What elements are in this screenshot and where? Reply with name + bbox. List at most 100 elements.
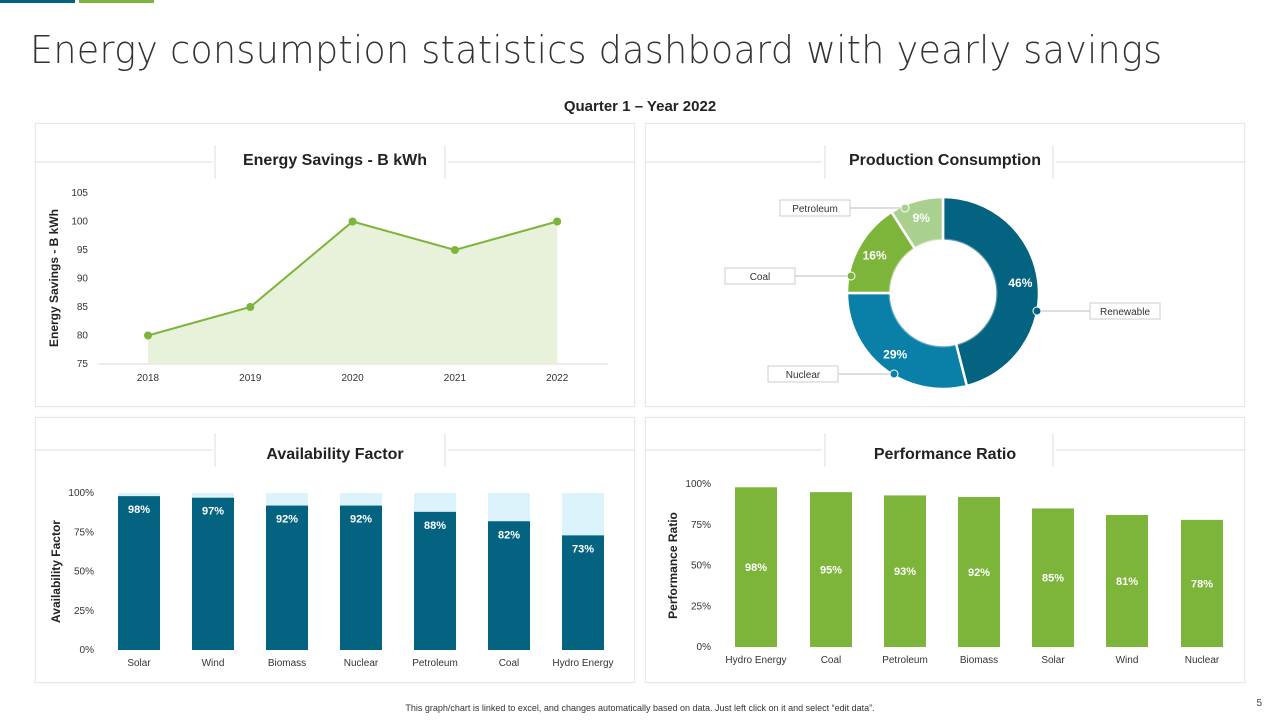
leader-dot <box>900 203 910 213</box>
data-label: 98% <box>745 562 767 574</box>
production-consumption-panel: Production Consumption <box>645 123 1245 407</box>
x-tick-label: Petroleum <box>412 658 458 669</box>
bar <box>562 535 604 650</box>
bar <box>1181 519 1223 647</box>
x-tick-label: Solar <box>127 658 151 669</box>
slice-label: 16% <box>863 248 887 262</box>
donut-slice <box>845 291 969 391</box>
x-tick-label: Biomass <box>960 655 998 666</box>
bar <box>192 497 234 650</box>
y-tick-label: 95 <box>77 245 89 256</box>
slice-label: 9% <box>913 211 931 225</box>
x-tick-label: Nuclear <box>344 658 379 669</box>
x-tick-label: Wind <box>202 658 225 669</box>
bar <box>1032 508 1074 647</box>
category-label: Renewable <box>1100 307 1150 318</box>
leader-dot <box>1032 306 1042 316</box>
x-tick-label: Petroleum <box>882 655 928 666</box>
donut-slice <box>941 195 1041 388</box>
y-axis-label: Availability Factor <box>49 520 63 623</box>
y-tick-label: 50% <box>74 567 94 578</box>
data-label: 97% <box>202 506 224 518</box>
data-label: 85% <box>1042 573 1064 585</box>
performance-ratio-panel: Performance Ratio <box>645 417 1245 683</box>
bar <box>810 492 852 647</box>
data-point <box>348 217 357 226</box>
chart-title: Production Consumption <box>849 152 1041 169</box>
slice-label: 46% <box>1008 276 1032 290</box>
chart-title: Energy Savings - B kWh <box>242 152 428 169</box>
chart-title: Performance Ratio <box>873 446 1017 463</box>
category-label: Nuclear <box>786 370 821 381</box>
x-tick-label: Wind <box>1116 655 1139 666</box>
x-tick-label: 2020 <box>341 373 364 384</box>
category-label-box <box>1089 302 1161 320</box>
y-tick-label: 0% <box>697 642 712 653</box>
y-tick-label: 0% <box>80 645 95 656</box>
data-label: 92% <box>276 514 298 526</box>
bar <box>266 505 308 650</box>
y-tick-label: 100% <box>68 488 94 499</box>
x-tick-label: Coal <box>499 658 520 669</box>
y-tick-label: 85 <box>77 302 89 313</box>
x-tick-label: 2019 <box>239 373 262 384</box>
category-label: Coal <box>750 272 771 283</box>
data-label: 93% <box>894 566 916 578</box>
bar <box>340 505 382 650</box>
accent-bar-teal <box>0 0 75 3</box>
bar <box>488 521 530 650</box>
category-label-box <box>767 365 839 383</box>
x-tick-label: Hydro Energy <box>552 658 613 669</box>
x-tick-label: Coal <box>821 655 842 666</box>
y-tick-label: 90 <box>77 274 89 285</box>
category-label-box <box>724 267 796 285</box>
data-point <box>450 246 459 254</box>
data-label: 88% <box>424 520 446 532</box>
page-subtitle: Quarter 1 – Year 2022 <box>563 98 717 115</box>
footnote: This graph/chart is linked to excel, and… <box>405 703 875 713</box>
page-number: 5 <box>1256 698 1262 709</box>
data-label: 81% <box>1116 576 1138 588</box>
page-title: Energy consumption statistics dashboard … <box>30 28 1163 72</box>
bar <box>1106 514 1148 647</box>
data-label: 92% <box>968 567 990 579</box>
y-tick-label: 25% <box>74 606 94 617</box>
slice-label: 29% <box>883 348 907 362</box>
data-label: 78% <box>1191 578 1213 590</box>
y-tick-label: 105 <box>71 188 88 199</box>
x-tick-label: Hydro Energy <box>725 655 786 666</box>
data-point <box>144 331 152 340</box>
data-label: 82% <box>498 529 520 541</box>
data-label: 98% <box>128 504 150 516</box>
x-tick-label: Nuclear <box>1185 655 1220 666</box>
category-label-box <box>779 199 851 217</box>
x-tick-label: 2021 <box>444 373 467 384</box>
bar <box>735 487 777 647</box>
y-tick-label: 100% <box>685 479 711 490</box>
y-axis-label: Energy Savings - B kWh <box>47 209 61 347</box>
data-label: 95% <box>820 565 842 577</box>
y-tick-label: 75% <box>74 527 94 538</box>
bar <box>414 511 456 650</box>
area-fill <box>148 221 558 364</box>
inner-ring <box>888 238 998 348</box>
chart-title: Availability Factor <box>266 446 404 463</box>
x-tick-label: Solar <box>1041 655 1065 666</box>
y-tick-label: 50% <box>691 561 711 572</box>
accent-bar-green <box>79 0 154 3</box>
x-tick-label: 2022 <box>546 373 569 384</box>
bar <box>118 496 160 650</box>
leader-dot <box>889 369 899 379</box>
y-tick-label: 80 <box>77 331 89 342</box>
y-tick-label: 100 <box>71 217 88 228</box>
data-label: 73% <box>572 543 594 555</box>
bar <box>958 497 1000 647</box>
category-label: Petroleum <box>792 204 838 215</box>
y-tick-label: 75 <box>77 359 89 370</box>
leader-dot <box>846 271 856 281</box>
data-point <box>246 303 255 311</box>
y-tick-label: 75% <box>691 520 711 531</box>
x-tick-label: Biomass <box>268 658 306 669</box>
data-point <box>553 217 562 226</box>
